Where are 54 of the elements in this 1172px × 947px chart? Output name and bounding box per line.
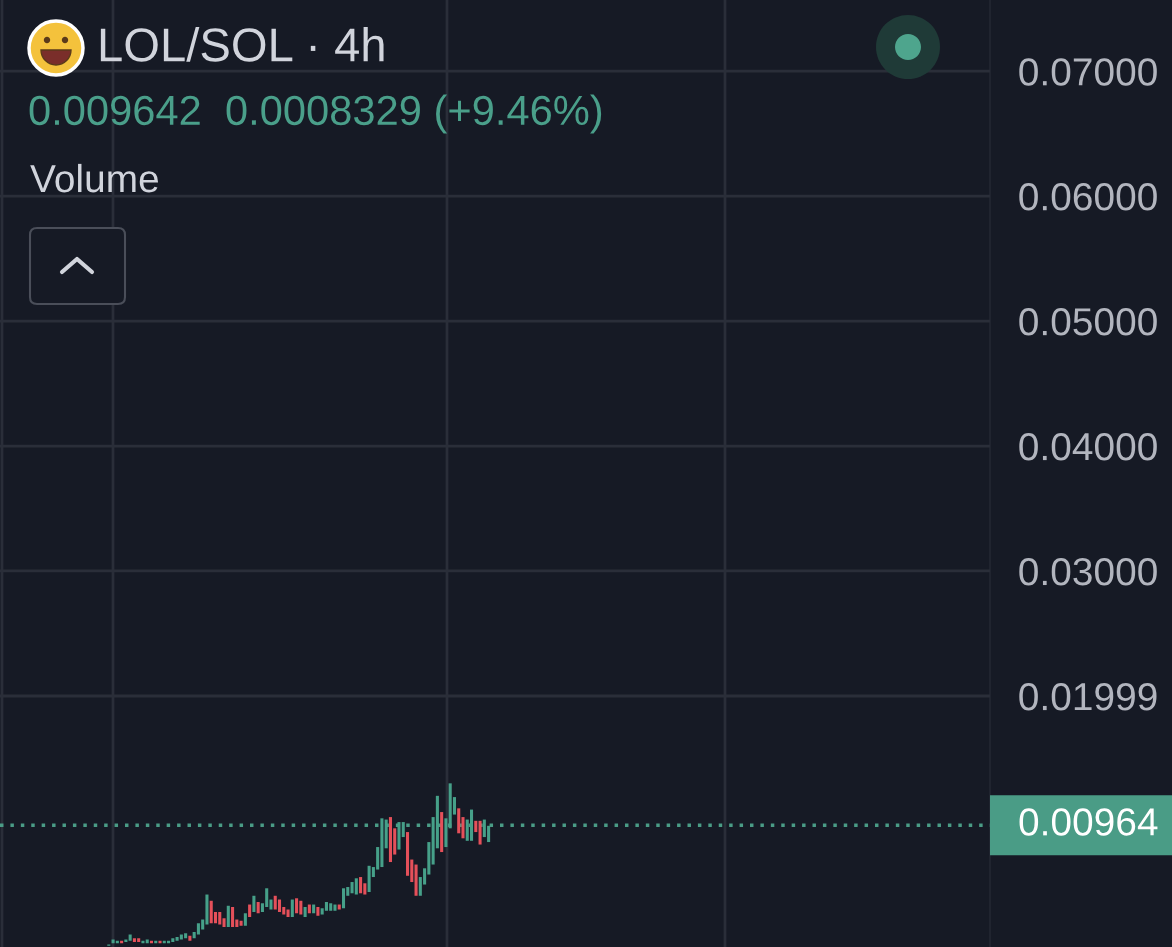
candlestick — [350, 882, 354, 894]
candlestick — [295, 898, 299, 914]
candlestick — [457, 808, 461, 834]
candlestick — [286, 909, 290, 918]
candlestick — [231, 907, 235, 928]
candlestick — [414, 864, 418, 896]
candlestick — [299, 900, 303, 915]
annotation: Volume — [30, 163, 158, 193]
candlestick — [252, 895, 256, 913]
candlestick — [256, 902, 260, 914]
candlestick — [132, 938, 136, 942]
candlestick — [158, 940, 162, 944]
candlestick — [209, 900, 213, 924]
candlestick — [474, 820, 478, 833]
candlestick — [380, 818, 384, 868]
candlestick — [179, 934, 183, 940]
candlestick — [273, 895, 277, 910]
y-tick-label: 0.03000 — [1019, 557, 1157, 586]
candlestick — [188, 935, 192, 941]
candlestick — [171, 938, 175, 942]
y-tick-label: 0.05000 — [1019, 308, 1157, 336]
candlestick — [354, 878, 358, 895]
candlestick — [367, 865, 371, 893]
y-tick-label: 0.01999 — [1019, 682, 1157, 711]
candlestick — [277, 899, 282, 913]
candlestick — [337, 904, 341, 910]
candlestick — [218, 912, 222, 925]
candlestick — [329, 903, 333, 911]
candlestick — [243, 913, 247, 926]
candlestick — [265, 888, 269, 908]
candlestick — [175, 937, 179, 941]
candlestick — [440, 812, 444, 853]
candlestick — [128, 934, 132, 941]
candlestick — [359, 877, 363, 894]
candlestick — [303, 907, 307, 918]
candlestick — [184, 933, 188, 939]
y-tick-label: 0.06000 — [1019, 183, 1157, 211]
y-tick-label: 0.04000 — [1019, 432, 1157, 461]
candlestick — [239, 920, 243, 926]
candlestick — [388, 817, 392, 863]
ref-line-label: 0.00964 — [1019, 808, 1158, 836]
candlestick — [333, 904, 337, 911]
candlestick — [137, 938, 141, 942]
candlestick — [196, 923, 200, 935]
candlestick — [248, 904, 252, 918]
candlestick — [478, 820, 482, 845]
text: 0.009642 0.0008329 (+9.46%) — [29, 94, 602, 134]
candlestick — [316, 907, 320, 916]
candlestick — [290, 899, 294, 918]
chart-title: LOL/SOL · 4h — [100, 26, 384, 62]
candlestick — [341, 888, 346, 909]
y-tick-label: 0.07000 — [1019, 58, 1157, 86]
candlestick — [226, 905, 230, 928]
candlestick — [324, 902, 328, 911]
